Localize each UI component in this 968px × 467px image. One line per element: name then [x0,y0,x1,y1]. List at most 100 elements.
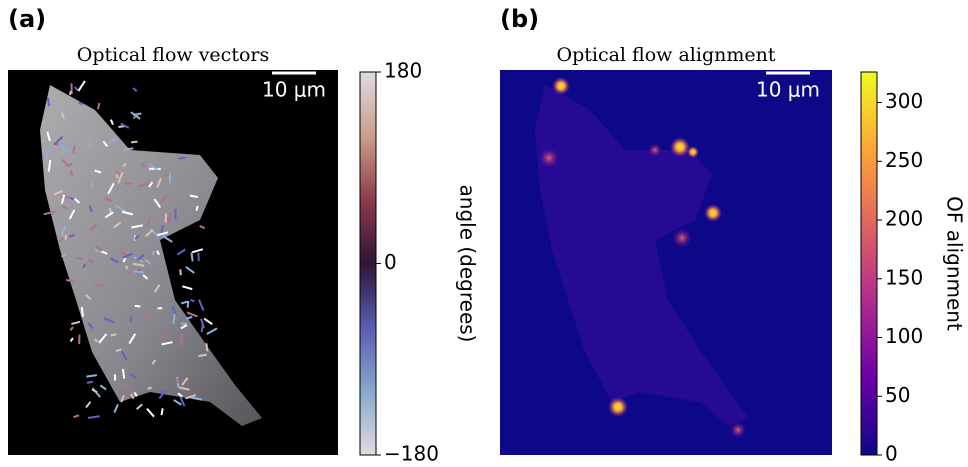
flow-vector [109,119,114,125]
flow-vector [69,337,74,343]
flow-vector [69,170,74,176]
flow-vector [59,236,64,242]
flow-vector [60,194,66,204]
flow-vector [134,304,141,308]
flow-vector [168,171,172,184]
flow-vector [122,257,127,263]
flow-vector [114,204,126,212]
flow-vector [189,194,199,199]
flow-vector [164,173,170,177]
flow-vector [123,147,134,151]
panel-title: Optical flow vectors [77,44,269,66]
flow-vector [199,225,206,230]
flow-vector [102,140,109,148]
flow-vector [203,317,213,326]
flow-vector [87,258,94,264]
flow-vector [91,388,98,394]
flow-vector [122,162,127,168]
flow-vector [166,212,173,224]
flow-vector [60,225,67,237]
flow-vector [78,101,83,106]
flow-vector [182,285,193,291]
flow-vector [190,252,194,262]
flow-vector [159,331,169,339]
image-b [500,70,832,455]
flow-vector [175,378,179,384]
flow-vector [153,284,161,293]
colorbar-tick-label: 150 [885,265,923,289]
colorbar-label: angle (degrees) [456,185,480,343]
flow-vector [82,263,86,269]
flow-vector [60,252,67,258]
flow-vector [122,252,134,259]
flow-vector [110,257,119,264]
flow-vector [164,213,168,223]
flow-vector [180,324,188,330]
colorbar-tick-label: 300 [885,89,923,113]
flow-vector [107,182,115,195]
flow-vector [93,338,99,343]
colorbar-tick-label: 250 [885,148,923,172]
flow-vector [128,333,137,345]
flow-vector [158,389,167,400]
flow-vector [138,182,149,188]
colorbar-tick-label: 200 [885,207,923,231]
flow-vector [195,205,199,211]
flow-vector [89,223,98,232]
flow-vector [85,401,92,409]
flow-vector [144,229,154,238]
flow-vector [130,111,141,120]
flow-vector [153,198,162,208]
flow-vector [94,248,100,253]
flow-vector [179,269,182,276]
flow-vector [94,169,102,174]
flow-vector [143,310,149,323]
colorbar [860,71,878,456]
flow-vector [80,306,84,317]
flow-vector [61,158,70,168]
colorbar-tick-label: 180 [384,59,422,83]
flow-vector [133,391,138,397]
flow-vector [131,140,138,144]
flow-vector [53,189,64,196]
flow-vector [180,300,188,305]
flow-vector [113,403,119,413]
flow-vector [147,386,152,390]
flow-vector [77,80,86,92]
flow-vector [160,408,164,416]
flow-vector [103,196,113,202]
flow-vector [200,318,205,329]
flow-vector [115,348,122,353]
flow-vector [73,414,80,419]
flow-vector [62,148,70,154]
flow-vector [131,224,143,229]
flow-vector [172,313,176,324]
flow-vector [114,170,121,176]
flow-vector [86,380,93,384]
flow-vector [69,326,74,331]
flow-vector [157,231,169,237]
colorbar-tick-label: −180 [384,442,439,466]
flow-vector [176,248,186,256]
flow-vector [87,322,94,330]
flow-vector [156,177,162,188]
flow-vector [185,394,197,400]
flow-vector [181,322,188,325]
flow-vector [62,205,68,210]
flow-vector [95,245,103,252]
flow-vector [73,86,79,92]
flow-vector [72,145,76,154]
flow-vector [68,90,72,96]
flow-vector [173,399,182,406]
colorbar-tick-label: 0 [885,442,898,466]
flow-vector [65,278,75,283]
flow-vector [136,403,143,410]
flow-vector [120,350,128,361]
flow-vector [120,394,125,403]
flow-vector [178,156,186,160]
image-a [8,70,338,455]
flow-vector [191,396,203,401]
flow-vector [108,137,118,144]
flow-vector [68,209,76,220]
